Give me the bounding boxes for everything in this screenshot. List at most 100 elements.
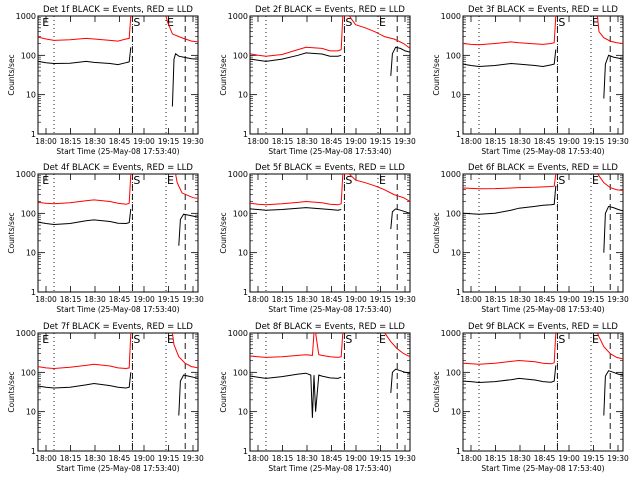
panel-title: Det 2f BLACK = Events, RED = LLD [255,5,405,15]
series-group [250,333,410,418]
plot-frame [37,15,199,135]
panel-det-6: Det 6f BLACK = Events, RED = LLD 1 10 100 10… [432,163,629,314]
y-tick-label: 10 [26,91,36,100]
series-group [38,16,198,107]
region-label: E [42,174,49,187]
plot-frame [37,332,199,452]
panel-det-1: Det 1f BLACK = Events, RED = LLD 1 10 100 10… [7,5,204,156]
x-tick-label: 18:45 [321,137,343,146]
x-axis-label: Start Time (25-May-08 17:53:40) [268,147,391,156]
series-black-events [38,372,132,389]
x-tick-label: 18:30 [296,454,318,463]
panel-det-4: Det 4f BLACK = Events, RED = LLD 1 10 100 10… [7,163,204,314]
x-tick-label: 19:15 [158,295,180,304]
region-label: S [558,174,565,187]
y-tick-label: 1000 [228,170,248,179]
panel-det-7: Det 7f BLACK = Events, RED = LLD 1 10 100 10… [7,322,204,473]
plot-frame [462,15,624,135]
x-tick-label: 19:00 [345,454,367,463]
x-tick-label: 18:15 [485,454,507,463]
region-label: E [592,16,599,29]
x-tick-label: 18:45 [534,454,556,463]
series-group [250,174,410,230]
series-black-events [603,54,623,99]
series-red-lld [38,174,132,205]
region-label: E [592,333,599,346]
y-axis-label: Counts/sec [219,212,228,253]
x-tick-label: 18:15 [60,137,82,146]
y-tick-label: 100 [233,368,248,377]
panel-title: Det 5f BLACK = Events, RED = LLD [255,163,405,173]
series-black-events [38,208,132,226]
x-tick-label: 18:00 [247,137,269,146]
x-tick-label: 18:00 [460,137,482,146]
x-tick-label: 19:30 [394,454,416,463]
y-tick-label: 1 [243,130,248,139]
y-tick-label: 10 [26,408,36,417]
region-label: E [42,16,49,29]
x-tick-label: 19:30 [607,137,629,146]
series-black-events [250,52,342,62]
x-tick-label: 18:30 [84,137,106,146]
y-tick-label: 1000 [228,329,248,338]
x-tick-label: 18:00 [35,295,57,304]
x-tick-label: 19:15 [370,295,392,304]
x-tick-label: 18:30 [296,137,318,146]
x-axis-label: Start Time (25-May-08 17:53:40) [268,464,391,473]
panel-det-5: Det 5f BLACK = Events, RED = LLD 1 10 100 10… [219,163,416,314]
series-group [463,174,623,253]
series-group [38,333,198,416]
panel-title: Det 6f BLACK = Events, RED = LLD [468,163,618,173]
panel-title: Det 7f BLACK = Events, RED = LLD [43,322,193,332]
x-tick-label: 19:00 [345,295,367,304]
y-tick-label: 10 [238,408,248,417]
y-axis-label: Counts/sec [7,212,16,253]
region-label: E [379,174,386,187]
x-tick-label: 18:45 [534,137,556,146]
x-tick-label: 18:15 [272,295,294,304]
region-label: S [558,333,565,346]
x-axis-label: Start Time (25-May-08 17:53:40) [481,464,604,473]
y-tick-label: 1 [456,288,461,297]
region-label: E [42,333,49,346]
series-red-lld [384,333,410,358]
y-tick-label: 1 [31,447,36,456]
y-tick-label: 1 [31,130,36,139]
y-axis-label: Counts/sec [219,54,228,95]
y-tick-label: 1000 [441,170,461,179]
y-axis-label: Counts/sec [432,212,441,253]
series-black-events [178,374,198,416]
x-tick-label: 19:15 [158,454,180,463]
x-tick-label: 18:30 [509,454,531,463]
x-tick-label: 19:15 [370,454,392,463]
x-tick-label: 19:30 [182,137,204,146]
plot-frame [249,332,411,452]
y-tick-label: 10 [26,249,36,258]
y-tick-label: 1000 [16,12,36,21]
series-black-events [250,372,342,418]
x-tick-label: 19:00 [133,295,155,304]
x-tick-label: 18:15 [485,295,507,304]
plot-frame [462,332,624,452]
x-tick-label: 18:00 [35,454,57,463]
series-group [38,174,198,246]
x-tick-label: 19:30 [182,295,204,304]
x-tick-label: 19:30 [607,295,629,304]
series-black-events [463,365,557,384]
plot-frame [462,173,624,293]
x-axis-label: Start Time (25-May-08 17:53:40) [268,305,391,314]
region-label: S [345,333,352,346]
x-tick-label: 19:00 [133,454,155,463]
y-tick-label: 10 [451,249,461,258]
y-tick-label: 100 [21,368,36,377]
region-label: S [133,174,140,187]
series-red-lld [250,174,410,206]
x-axis-label: Start Time (25-May-08 17:53:40) [56,147,179,156]
series-red-lld [596,16,623,44]
y-tick-label: 1 [243,288,248,297]
x-tick-label: 18:30 [84,295,106,304]
series-red-lld [38,16,132,42]
series-red-lld [250,16,410,57]
x-tick-label: 19:30 [182,454,204,463]
y-tick-label: 10 [238,91,248,100]
